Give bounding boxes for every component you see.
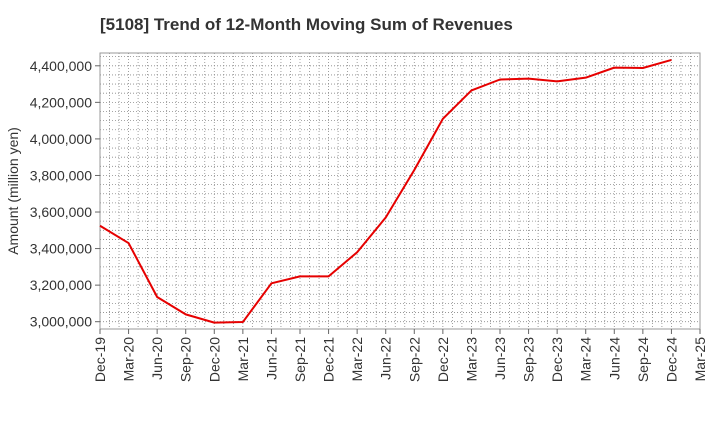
y-tick-label: 3,200,000 — [30, 277, 92, 293]
y-tick-label: 3,000,000 — [30, 314, 92, 330]
x-tick-label: Sep-24 — [635, 337, 651, 382]
y-tick-label: 4,200,000 — [30, 94, 92, 110]
x-tick-label: Mar-24 — [578, 337, 594, 382]
x-axis-ticks: Dec-19 Mar-20 Jun-20 Sep-20 Dec-20 Mar-21 Jun-… — [92, 329, 708, 382]
x-tick-label: Jun-23 — [492, 337, 508, 380]
y-tick-label: 4,000,000 — [30, 131, 92, 147]
y-tick-label: 3,600,000 — [30, 204, 92, 220]
x-tick-label: Mar-22 — [349, 337, 365, 382]
x-tick-label: Sep-20 — [178, 337, 194, 382]
x-tick-label: Dec-22 — [435, 337, 451, 382]
x-tick-label: Dec-23 — [549, 337, 565, 382]
y-axis-ticks: 3,000,000 3,200,000 3,400,000 3,600,000 3,80… — [30, 58, 100, 330]
y-tick-label: 3,800,000 — [30, 167, 92, 183]
x-tick-label: Jun-21 — [263, 337, 279, 380]
x-tick-label: Jun-24 — [606, 337, 622, 380]
y-tick-label: 3,400,000 — [30, 241, 92, 257]
x-tick-label: Sep-21 — [292, 337, 308, 382]
chart-title: [5108] Trend of 12-Month Moving Sum of R… — [100, 15, 513, 34]
plot-frame — [99, 52, 701, 330]
x-tick-label: Mar-21 — [235, 337, 251, 382]
x-tick-label: Jun-22 — [378, 337, 394, 380]
x-tick-label: Jun-20 — [149, 337, 165, 380]
y-axis-label: Amount (million yen) — [5, 127, 21, 255]
x-tick-label: Dec-24 — [663, 337, 679, 382]
x-tick-label: Mar-23 — [463, 337, 479, 382]
x-tick-label: Dec-20 — [206, 337, 222, 382]
series-layer — [99, 58, 672, 324]
x-tick-label: Sep-23 — [521, 337, 537, 382]
x-tick-label: Dec-19 — [92, 337, 108, 382]
grid — [100, 53, 700, 329]
x-tick-label: Mar-25 — [692, 337, 708, 382]
x-tick-label: Mar-20 — [121, 337, 137, 382]
x-tick-label: Dec-21 — [321, 337, 337, 382]
y-tick-label: 4,400,000 — [30, 58, 92, 74]
x-tick-label: Sep-22 — [406, 337, 422, 382]
